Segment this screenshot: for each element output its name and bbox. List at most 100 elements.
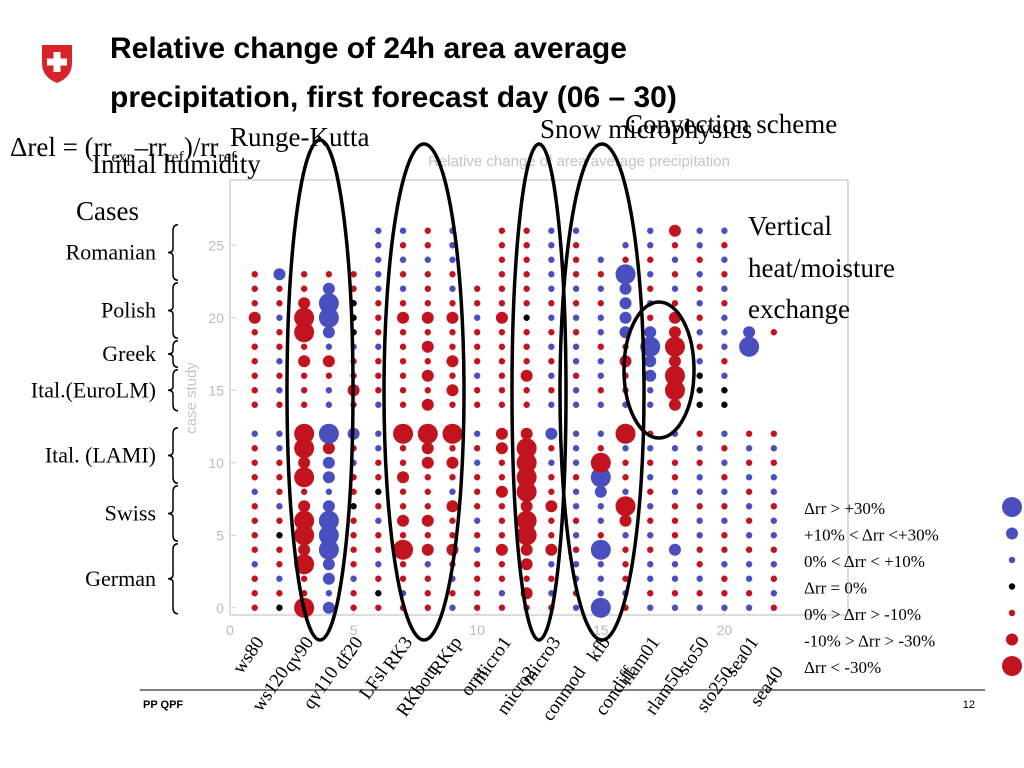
dot	[721, 358, 728, 365]
dot	[696, 343, 703, 350]
dot	[523, 271, 530, 278]
dot	[520, 543, 533, 556]
dot	[421, 311, 434, 324]
legend-label: Δrr < -30%	[804, 658, 881, 677]
dot	[375, 532, 382, 539]
dot	[696, 314, 703, 321]
dot	[548, 575, 555, 582]
dot	[647, 459, 654, 466]
dot	[615, 423, 636, 444]
dot	[597, 590, 604, 597]
dot	[721, 459, 728, 466]
dot	[251, 285, 258, 292]
dot	[449, 445, 456, 452]
dot	[294, 467, 315, 488]
dot	[350, 546, 357, 553]
dot	[548, 227, 555, 234]
dot	[298, 500, 311, 513]
dot	[449, 285, 456, 292]
dot	[745, 459, 753, 466]
dot	[548, 532, 555, 539]
dot	[745, 517, 753, 524]
brace	[167, 369, 179, 412]
dot	[474, 358, 481, 365]
dot	[322, 355, 335, 368]
dot	[446, 384, 459, 397]
case-label: Ital.(EuroLM)	[31, 377, 156, 402]
dot	[498, 387, 506, 394]
brace	[167, 340, 179, 368]
dot	[545, 500, 558, 513]
dot	[572, 227, 580, 234]
dot	[668, 224, 681, 237]
dot	[248, 311, 261, 324]
dot	[276, 401, 283, 408]
dot	[251, 459, 258, 466]
dot	[523, 575, 530, 582]
dot	[474, 503, 481, 510]
dot	[671, 242, 679, 249]
dot	[696, 575, 703, 582]
dot	[671, 575, 679, 582]
dot	[548, 387, 555, 394]
dot	[619, 514, 632, 527]
dot	[696, 546, 703, 553]
dot	[647, 445, 654, 452]
dot	[446, 355, 459, 368]
dot	[548, 300, 555, 307]
dot	[276, 503, 283, 510]
dot	[770, 459, 778, 466]
dot	[251, 488, 258, 495]
dot	[375, 372, 382, 379]
slide-title: Relative change of 24h area average	[110, 32, 627, 65]
dot	[696, 604, 703, 611]
annotation: Vertical	[748, 211, 832, 241]
dot	[421, 442, 434, 455]
x-tick-label: 20	[717, 622, 733, 638]
dot	[597, 372, 604, 379]
dot	[474, 401, 481, 408]
dot	[350, 575, 357, 582]
dot	[743, 326, 756, 339]
dot	[696, 445, 703, 452]
dot	[424, 561, 431, 568]
dot	[276, 314, 283, 321]
dot	[318, 539, 339, 560]
dot	[619, 297, 632, 310]
dot	[597, 503, 604, 510]
dot	[696, 372, 703, 379]
dot	[696, 459, 703, 466]
dot	[474, 590, 481, 597]
dot	[251, 445, 258, 452]
dot	[545, 427, 558, 440]
dot	[668, 398, 681, 411]
dot	[251, 387, 258, 394]
dot	[622, 256, 629, 263]
logo	[42, 45, 72, 83]
ellipse	[558, 142, 646, 642]
dot	[721, 387, 728, 394]
dot	[770, 546, 778, 553]
ellipse	[382, 142, 466, 642]
dot	[495, 427, 508, 440]
dot	[276, 575, 283, 582]
dot	[696, 300, 703, 307]
dot	[322, 282, 335, 295]
dot	[397, 471, 410, 484]
dot	[622, 474, 629, 481]
dot	[770, 474, 778, 481]
y-tick-label: 25	[208, 237, 224, 253]
dot	[251, 474, 258, 481]
dot	[375, 271, 382, 278]
dot	[745, 532, 753, 539]
dot	[397, 514, 410, 527]
dot	[375, 546, 382, 553]
dot	[421, 398, 434, 411]
dot	[449, 372, 456, 379]
dot	[647, 488, 654, 495]
y-tick-label: 5	[216, 527, 224, 543]
dot	[647, 532, 654, 539]
dot	[375, 590, 382, 597]
dot	[300, 387, 308, 394]
dot	[721, 488, 728, 495]
